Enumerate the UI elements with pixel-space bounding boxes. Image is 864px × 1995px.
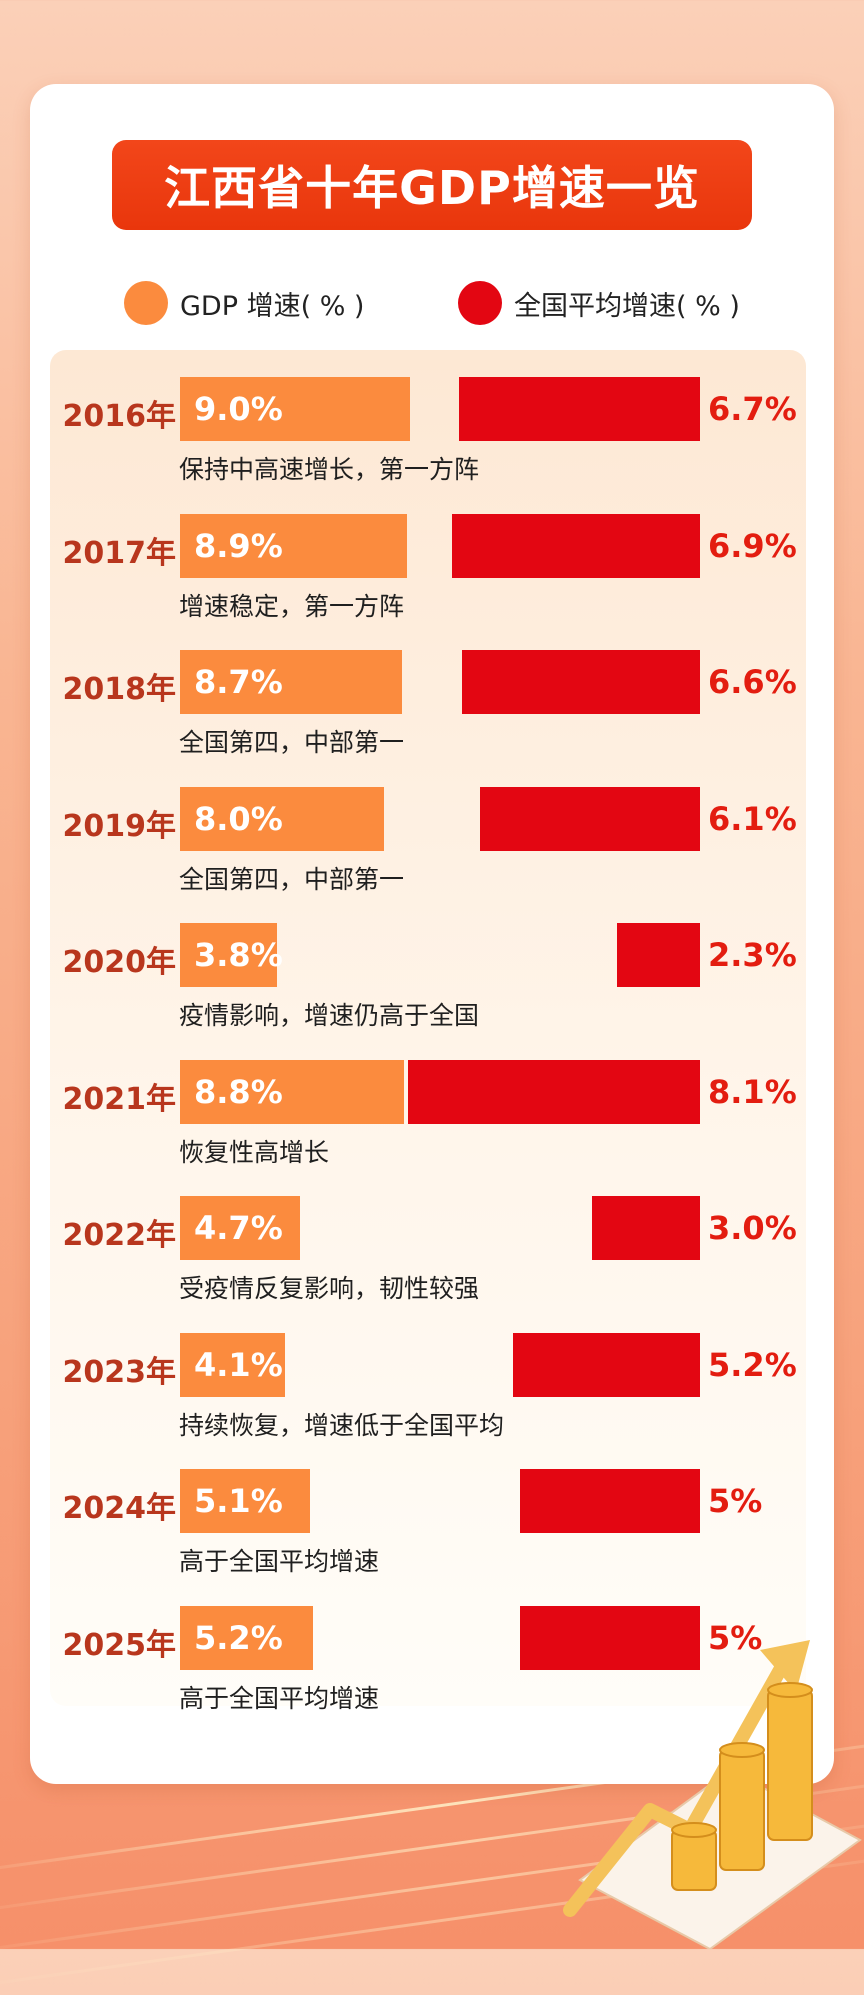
legend-swatch-national	[458, 281, 502, 325]
legend-label-gdp: GDP 增速( % )	[180, 290, 365, 322]
chart-title: 江西省十年GDP增速一览	[164, 161, 700, 215]
gdp-value-label: 8.8%	[194, 1072, 283, 1111]
gdp-bar	[180, 923, 277, 987]
gdp-value-label: 4.1%	[194, 1345, 283, 1384]
gdp-bar	[180, 650, 402, 714]
national-bar	[592, 1196, 700, 1260]
national-bar	[520, 1605, 700, 1670]
national-value-label: 5%	[708, 1618, 763, 1657]
year-label: 2020年	[62, 945, 177, 980]
year-note: 疫情影响，增速仍高于全国	[179, 1001, 480, 1030]
year-note: 增速稳定，第一方阵	[179, 591, 405, 621]
national-value-label: 5.2%	[708, 1345, 797, 1384]
year-label: 2022年	[62, 1218, 177, 1253]
legend-label-national: 全国平均增速( % )	[514, 290, 740, 322]
national-bar	[480, 786, 700, 851]
national-value-label: 3.0%	[708, 1209, 797, 1247]
gdp-bar	[180, 1059, 405, 1124]
national-bar	[512, 1332, 700, 1397]
year-label: 2018年	[62, 672, 177, 707]
national-bar	[462, 650, 700, 714]
gdp-value-label: 8.0%	[194, 799, 283, 838]
legend-national: 全国平均增速( % )	[458, 281, 740, 325]
year-label: 2021年	[62, 1081, 177, 1117]
year-note: 高于全国平均增速	[179, 1683, 380, 1713]
gdp-value-label: 5.1%	[194, 1482, 283, 1520]
year-note: 全国第四，中部第一	[179, 728, 405, 757]
gdp-bar	[180, 1469, 311, 1533]
national-value-label: 8.1%	[708, 1072, 797, 1111]
year-note: 高于全国平均增速	[179, 1547, 380, 1576]
gdp-value-label: 3.8%	[194, 936, 283, 974]
gdp-bar	[180, 786, 384, 851]
year-label: 2017年	[62, 535, 177, 571]
legend-gdp: GDP 增速( % )	[124, 281, 364, 325]
national-bar	[458, 377, 700, 441]
coins-arrow-illustration	[563, 1640, 862, 1949]
year-label: 2024年	[62, 1491, 177, 1526]
national-value-label: 6.6%	[708, 663, 797, 701]
national-value-label: 5%	[708, 1482, 763, 1520]
title-banner: 江西省十年GDP增速一览	[112, 140, 752, 230]
gdp-value-label: 8.9%	[194, 526, 283, 565]
gdp-value-label: 8.7%	[194, 663, 283, 701]
year-label: 2023年	[62, 1354, 177, 1390]
national-value-label: 6.7%	[708, 390, 797, 428]
national-value-label: 2.3%	[708, 936, 797, 974]
gdp-bar	[180, 1196, 300, 1260]
national-bar	[617, 923, 700, 987]
year-note: 持续恢复，增速低于全国平均	[179, 1410, 505, 1440]
gdp-bar	[180, 1605, 313, 1670]
year-label: 2025年	[62, 1627, 177, 1663]
year-label: 2019年	[62, 808, 177, 844]
gdp-value-label: 4.7%	[194, 1209, 283, 1247]
gdp-bar	[180, 513, 407, 578]
gdp-value-label: 9.0%	[194, 390, 283, 428]
national-bar	[408, 1059, 700, 1124]
gdp-bar	[180, 377, 410, 441]
year-label: 2016年	[62, 399, 177, 434]
national-value-label: 6.1%	[708, 799, 797, 838]
year-note: 全国第四，中部第一	[179, 864, 405, 894]
year-note: 保持中高速增长，第一方阵	[179, 455, 480, 484]
legend-swatch-gdp	[124, 281, 168, 325]
national-bar	[520, 1469, 700, 1533]
national-bar	[451, 513, 700, 578]
year-note: 恢复性高增长	[179, 1137, 330, 1167]
national-value-label: 6.9%	[708, 526, 797, 565]
year-note: 受疫情反复影响，韧性较强	[179, 1274, 480, 1303]
gdp-value-label: 5.2%	[194, 1618, 283, 1657]
gdp-bar	[180, 1332, 285, 1397]
